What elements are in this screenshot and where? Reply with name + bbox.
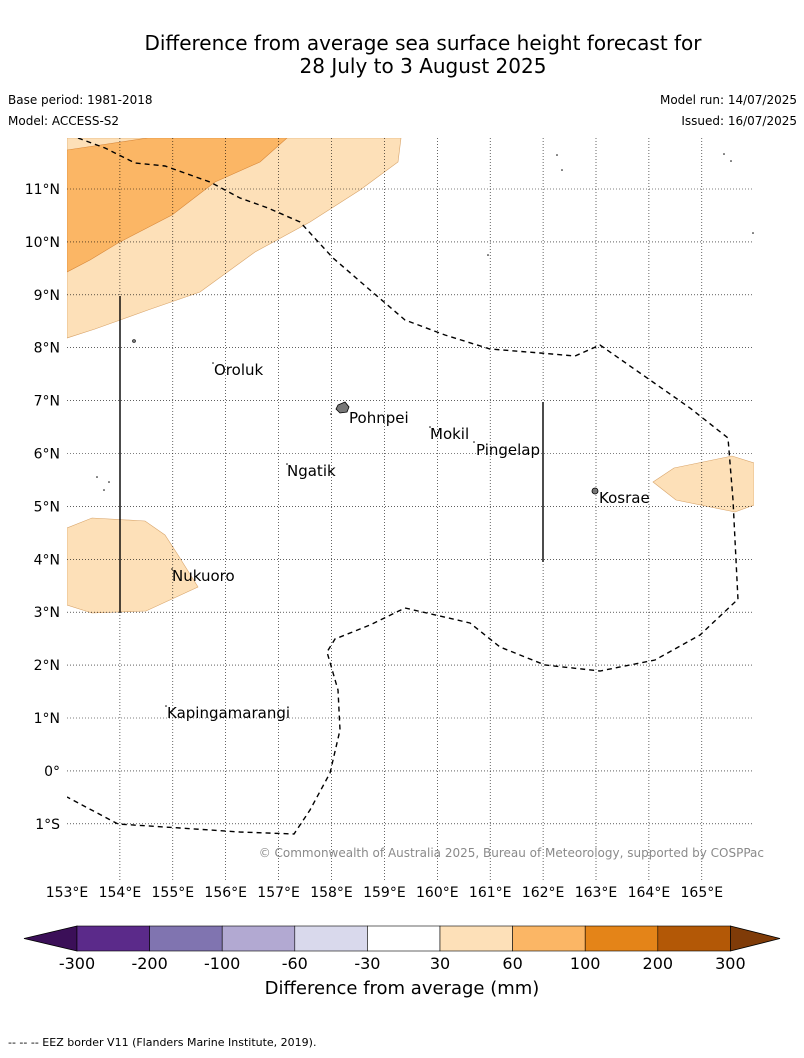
place-label-kosrae: Kosrae [599,489,650,507]
longitude-label: 159°E [363,885,406,901]
longitude-label: 158°E [310,885,353,901]
latitude-label: 6°N [34,447,60,463]
latitude-label: 9°N [34,288,60,304]
longitude-label: 160°E [416,885,459,901]
longitude-label: 163°E [575,885,618,901]
colorbar-title: Difference from average (mm) [264,978,540,999]
latitude-label: 10°N [25,235,60,251]
longitude-label: 155°E [152,885,195,901]
place-label-ngatik: Ngatik [287,462,336,480]
longitude-label: 161°E [469,885,512,901]
latitude-label: 5°N [34,499,60,515]
longitude-label: 164°E [628,885,671,901]
place-label-kapingamarangi: Kapingamarangi [167,704,290,722]
colorbar-extend-low [23,925,78,952]
colorbar-tick-label: 200 [642,954,674,973]
longitude-label: 165°E [681,885,724,901]
copyright-notice: © Commonwealth of Australia 2025, Bureau… [259,846,764,860]
small-island [108,481,110,483]
longitude-label: 153°E [46,885,89,901]
small-island [165,705,167,707]
small-island [171,568,173,570]
small-island [212,362,214,364]
place-label-pohnpei: Pohnpei [349,409,409,427]
colorbar-swatch [367,925,441,952]
small-island [730,160,732,162]
anomaly-region-30-60-southwest [67,517,199,614]
small-island [723,153,725,155]
kosrae-island [591,487,599,495]
colorbar-tick-label: 300 [715,954,746,973]
anomaly-region-60-100-northwest [67,138,288,273]
colorbar-swatch [439,925,513,952]
anomaly-shading [67,138,754,614]
colorbar-tick-label: -200 [131,954,168,973]
eez-legend-note: -- -- -- EEZ border V11 (Flanders Marine… [8,1036,317,1049]
place-label-nukuoro: Nukuoro [172,567,235,585]
colorbar-swatch [584,925,659,952]
eez-border-north [67,138,739,835]
small-island [132,339,136,343]
axis-labels: 153°E 154°E 155°E 156°E 157°E 158°E 159°E 160°E… [25,182,723,901]
longitude-label: 157°E [257,885,300,901]
small-island [752,232,754,234]
place-label-oroluk: Oroluk [214,361,263,379]
latitude-label: 11°N [25,182,60,198]
title-line-2: 28 July to 3 August 2025 [299,54,547,78]
latitude-label: 3°N [34,605,60,621]
colorbar-tick-label: 60 [502,954,523,973]
issued-date: Issued: 16/07/2025 [681,114,797,128]
title-line-1: Difference from average sea surface heig… [144,31,702,55]
small-island [103,489,105,491]
latitude-label: 1°S [35,817,60,833]
latitude-label: 2°N [34,658,60,674]
small-island [473,441,475,443]
small-island [556,154,558,156]
small-island [330,413,332,415]
latitude-label: 0° [44,764,60,780]
place-label-pingelap: Pingelap [476,441,540,459]
latitude-label: 7°N [34,394,60,410]
latitude-label: 1°N [34,711,60,727]
small-island [429,426,431,428]
colorbar-tick-label: -30 [354,954,381,973]
colorbar [23,925,781,952]
latitude-label: 4°N [34,552,60,568]
colorbar-swatch [76,925,150,952]
colorbar-swatch [221,925,296,952]
colorbar-extend-high [730,925,781,952]
colorbar-swatch [294,925,368,952]
base-period: Base period: 1981-2018 [8,93,153,107]
small-island [561,169,563,171]
small-island [286,463,288,465]
colorbar-swatch [149,925,223,952]
colorbar-tick-label: -60 [281,954,308,973]
anomaly-region-30-60-east [652,455,754,513]
graticule [67,138,754,880]
model-name: Model: ACCESS-S2 [8,114,120,128]
pohnpei-island [335,401,350,414]
small-island [487,254,489,256]
latitude-label: 8°N [34,341,60,357]
small-island [96,476,98,478]
map-title: Difference from average sea surface heig… [0,32,804,78]
colorbar-tick-label: -300 [58,954,96,973]
colorbar-swatch [512,925,586,952]
colorbar-swatch [657,925,731,952]
model-run: Model run: 14/07/2025 [659,93,797,107]
longitude-label: 154°E [99,885,142,901]
longitude-label: 156°E [204,885,247,901]
longitude-label: 162°E [522,885,565,901]
colorbar-tick-label: 100 [569,954,601,973]
colorbar-tick-label: 30 [429,954,451,973]
colorbar-tick-label: -100 [204,954,241,973]
place-label-mokil: Mokil [430,425,469,443]
